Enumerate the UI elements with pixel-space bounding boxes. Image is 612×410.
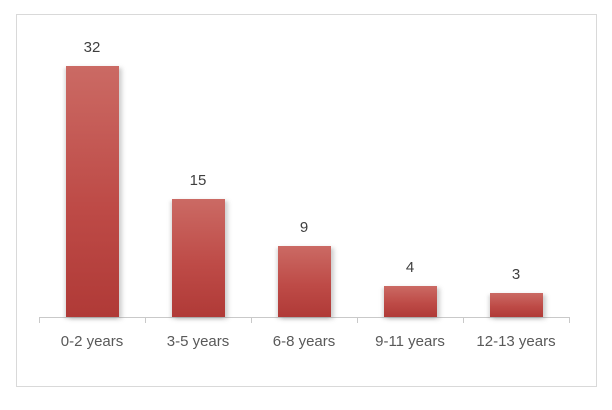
- x-axis-tick: [463, 317, 464, 323]
- x-axis-tick: [251, 317, 252, 323]
- x-axis-tick: [357, 317, 358, 323]
- category-label: 9-11 years: [375, 333, 445, 350]
- bar: [171, 199, 225, 317]
- x-axis-line: [39, 317, 569, 318]
- bar: [383, 286, 437, 317]
- bar-value-label: 32: [83, 39, 101, 56]
- x-axis-tick: [39, 317, 40, 323]
- bar-value-label: 3: [511, 266, 521, 283]
- bar-value-label: 15: [189, 172, 207, 189]
- category-label: 12-13 years: [476, 333, 556, 350]
- plot-area: 32 0-2 years 15 3-5 years 9 6-8 years 4 9-11 ye…: [17, 15, 596, 386]
- x-axis-tick: [145, 317, 146, 323]
- bar-value-label: 9: [299, 219, 309, 236]
- bar: [65, 66, 119, 317]
- bar-value-label: 4: [405, 259, 415, 276]
- bar: [489, 293, 543, 317]
- category-label: 0-2 years: [60, 333, 124, 350]
- bar: [277, 246, 331, 317]
- chart-frame: 32 0-2 years 15 3-5 years 9 6-8 years 4 9-11 ye…: [16, 14, 597, 387]
- category-label: 3-5 years: [166, 333, 230, 350]
- x-axis-tick: [569, 317, 570, 323]
- category-label: 6-8 years: [272, 333, 336, 350]
